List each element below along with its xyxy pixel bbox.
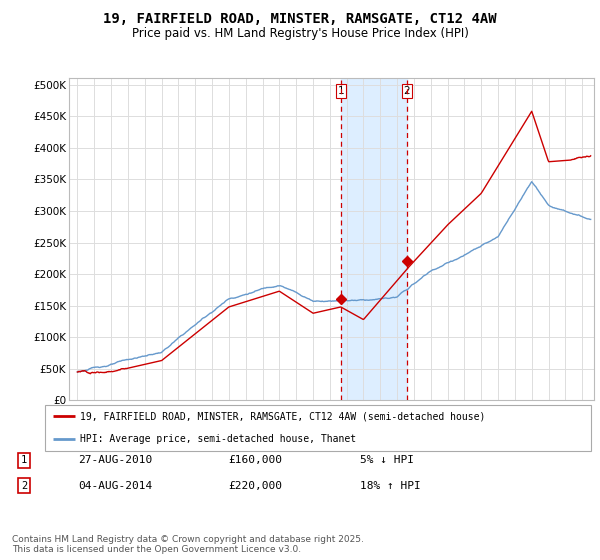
Text: 5% ↓ HPI: 5% ↓ HPI	[360, 455, 414, 465]
Text: Price paid vs. HM Land Registry's House Price Index (HPI): Price paid vs. HM Land Registry's House …	[131, 27, 469, 40]
Text: 19, FAIRFIELD ROAD, MINSTER, RAMSGATE, CT12 4AW: 19, FAIRFIELD ROAD, MINSTER, RAMSGATE, C…	[103, 12, 497, 26]
Text: 04-AUG-2014: 04-AUG-2014	[78, 480, 152, 491]
Text: £160,000: £160,000	[228, 455, 282, 465]
Bar	[341, 78, 407, 400]
Text: 1: 1	[337, 86, 344, 96]
FancyBboxPatch shape	[45, 405, 591, 451]
Text: 27-AUG-2010: 27-AUG-2010	[78, 455, 152, 465]
Text: Contains HM Land Registry data © Crown copyright and database right 2025.
This d: Contains HM Land Registry data © Crown c…	[12, 535, 364, 554]
Text: 18% ↑ HPI: 18% ↑ HPI	[360, 480, 421, 491]
Text: HPI: Average price, semi-detached house, Thanet: HPI: Average price, semi-detached house,…	[80, 435, 356, 444]
Text: 19, FAIRFIELD ROAD, MINSTER, RAMSGATE, CT12 4AW (semi-detached house): 19, FAIRFIELD ROAD, MINSTER, RAMSGATE, C…	[80, 412, 486, 421]
Text: 1: 1	[21, 455, 27, 465]
Text: £220,000: £220,000	[228, 480, 282, 491]
Text: 2: 2	[404, 86, 410, 96]
Text: 2: 2	[21, 480, 27, 491]
